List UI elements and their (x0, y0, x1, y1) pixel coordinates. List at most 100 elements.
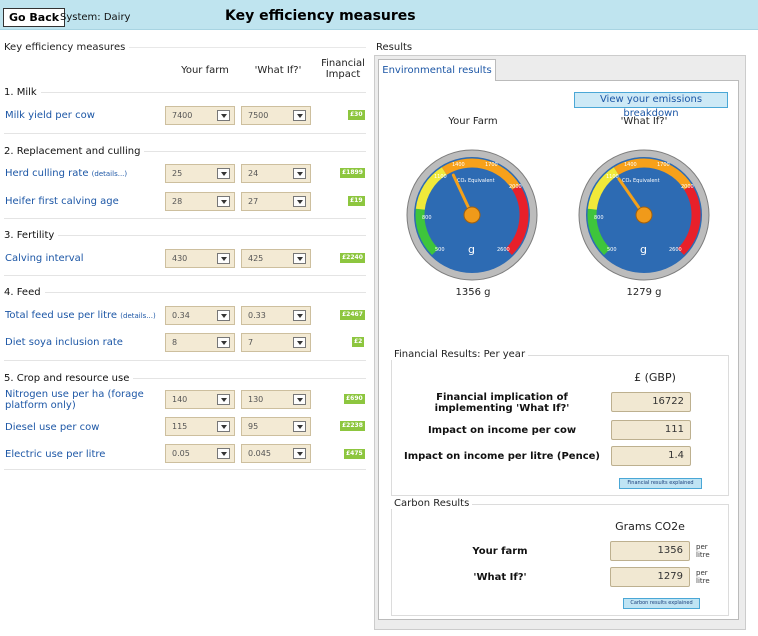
top-bar (0, 0, 758, 30)
carbon-results-explained-button[interactable]: Carbon results explained (623, 598, 700, 609)
what-if-select[interactable]: 95 (241, 417, 311, 436)
financial-results-explained-button[interactable]: Financial results explained (619, 478, 702, 489)
carbon-unit: per litre (696, 569, 710, 585)
results-legend: Results (376, 42, 413, 53)
page-title: Key efficiency measures (225, 8, 416, 24)
gauge-unit: g (468, 243, 475, 256)
what-if-select[interactable]: 7500 (241, 106, 311, 125)
carbon-unit: per litre (696, 543, 710, 559)
tick-label: 500 (607, 247, 617, 253)
your-farm-select[interactable]: 25 (165, 164, 235, 183)
your-farm-select[interactable]: 8 (165, 333, 235, 352)
tick-label: 2600 (669, 247, 682, 253)
row-label: Nitrogen use per ha (forage platform onl… (5, 389, 144, 411)
your-farm-select[interactable]: 115 (165, 417, 235, 436)
gauge-orange-band (441, 158, 520, 190)
your-farm-select[interactable]: 0.34 (165, 306, 235, 325)
section-title: 3. Fertility (4, 230, 59, 241)
chevron-down-icon (217, 310, 230, 321)
row-label: Herd culling rate (details...) (5, 168, 128, 179)
tick-label: 2000 (509, 184, 522, 190)
tick-label: 1400 (624, 162, 637, 168)
chevron-down-icon (293, 253, 306, 264)
row-label: Diesel use per cow (5, 422, 100, 433)
chevron-down-icon (217, 253, 230, 264)
financial-impact-badge: £690 (344, 394, 365, 404)
your-farm-select[interactable]: 28 (165, 192, 235, 211)
chevron-down-icon (217, 168, 230, 179)
tick-label: 800 (594, 215, 604, 221)
financial-impact-badge: £1899 (340, 168, 365, 178)
row-label: Diet soya inclusion rate (5, 337, 123, 348)
system-label: System: Dairy (60, 12, 131, 23)
your-farm-select[interactable]: 140 (165, 390, 235, 409)
tab-environmental-results[interactable]: Environmental results (378, 59, 496, 81)
gauge-red-band (677, 184, 701, 255)
financial-impact-badge: £2238 (340, 421, 365, 431)
section-title: 1. Milk (4, 87, 41, 98)
chevron-down-icon (293, 394, 306, 405)
chevron-down-icon (293, 337, 306, 348)
chevron-down-icon (217, 394, 230, 405)
your-farm-select[interactable]: 0.05 (165, 444, 235, 463)
gauge-green-band (415, 208, 439, 255)
what-if-select[interactable]: 24 (241, 164, 311, 183)
financial-impact-badge: £2 (352, 337, 365, 347)
row-label: Heifer first calving age (5, 196, 119, 207)
tick-label: 1700 (657, 162, 670, 168)
financial-impact-badge: £2240 (340, 253, 365, 263)
what-if-select[interactable]: 130 (241, 390, 311, 409)
financial-results-box (391, 355, 729, 496)
gauge-caption: CO₂ Equivalent (622, 178, 660, 184)
tick-label: 1700 (485, 162, 498, 168)
details-link[interactable]: (details...) (120, 312, 156, 320)
carbon-value: 1356 (610, 541, 690, 561)
tick-label: 1400 (452, 162, 465, 168)
carbon-value: 1279 (610, 567, 690, 587)
tick-label: 800 (422, 215, 432, 221)
financial-results-legend: Financial Results: Per year (391, 349, 529, 360)
details-link[interactable]: (details...) (91, 170, 128, 178)
section-title: 4. Feed (4, 287, 45, 298)
what-if-select[interactable]: 27 (241, 192, 311, 211)
financial-row-label: Financial implication of implementing 'W… (434, 392, 570, 414)
your-farm-select[interactable]: 7400 (165, 106, 235, 125)
section-title: 5. Crop and resource use (4, 373, 134, 384)
financial-value: 1.4 (611, 446, 691, 466)
chevron-down-icon (293, 196, 306, 207)
chevron-down-icon (217, 110, 230, 121)
chevron-down-icon (217, 337, 230, 348)
financial-row-label: Impact on income per cow (427, 425, 577, 436)
row-label: Electric use per litre (5, 449, 106, 460)
carbon-unit-header: Grams CO2e (615, 520, 685, 533)
your-farm-select[interactable]: 430 (165, 249, 235, 268)
col-financial-impact: Financial Impact (321, 58, 365, 80)
tick-label: 1100 (606, 174, 619, 180)
row-label: Calving interval (5, 253, 84, 264)
view-emissions-breakdown-button[interactable]: View your emissions breakdown (574, 92, 728, 119)
financial-value: 111 (611, 420, 691, 440)
chevron-down-icon (293, 310, 306, 321)
col-what-if: 'What If?' (254, 65, 302, 76)
financial-impact-badge: £30 (348, 110, 365, 120)
gauge-value-your-farm: 1356 g (455, 287, 491, 298)
carbon-row-label: Your farm (472, 546, 528, 557)
tick-label: 500 (435, 247, 445, 253)
tick-label: 2000 (681, 184, 694, 190)
col-your-farm: Your farm (181, 65, 229, 76)
what-if-select[interactable]: 0.045 (241, 444, 311, 463)
what-if-select[interactable]: 425 (241, 249, 311, 268)
go-back-button[interactable]: Go Back (3, 8, 66, 27)
gauge-your-farm: 1100 1400 1700 2000 800 500 2600 CO₂ Equ… (406, 149, 538, 281)
carbon-row-label: 'What If?' (473, 572, 527, 583)
financial-row-label: Impact on income per litre (Pence) (403, 451, 600, 462)
gauge-yellow-band (415, 167, 447, 210)
row-label: Total feed use per litre (details...) (5, 310, 156, 321)
carbon-results-box (391, 504, 729, 616)
tick-label: 2600 (497, 247, 510, 253)
gauge-what-if: 1100 1400 1700 2000 800 500 2600 CO₂ Equ… (578, 149, 710, 281)
what-if-select[interactable]: 0.33 (241, 306, 311, 325)
gauge-orange-band (613, 158, 692, 190)
what-if-select[interactable]: 7 (241, 333, 311, 352)
row-label: Milk yield per cow (5, 110, 95, 121)
